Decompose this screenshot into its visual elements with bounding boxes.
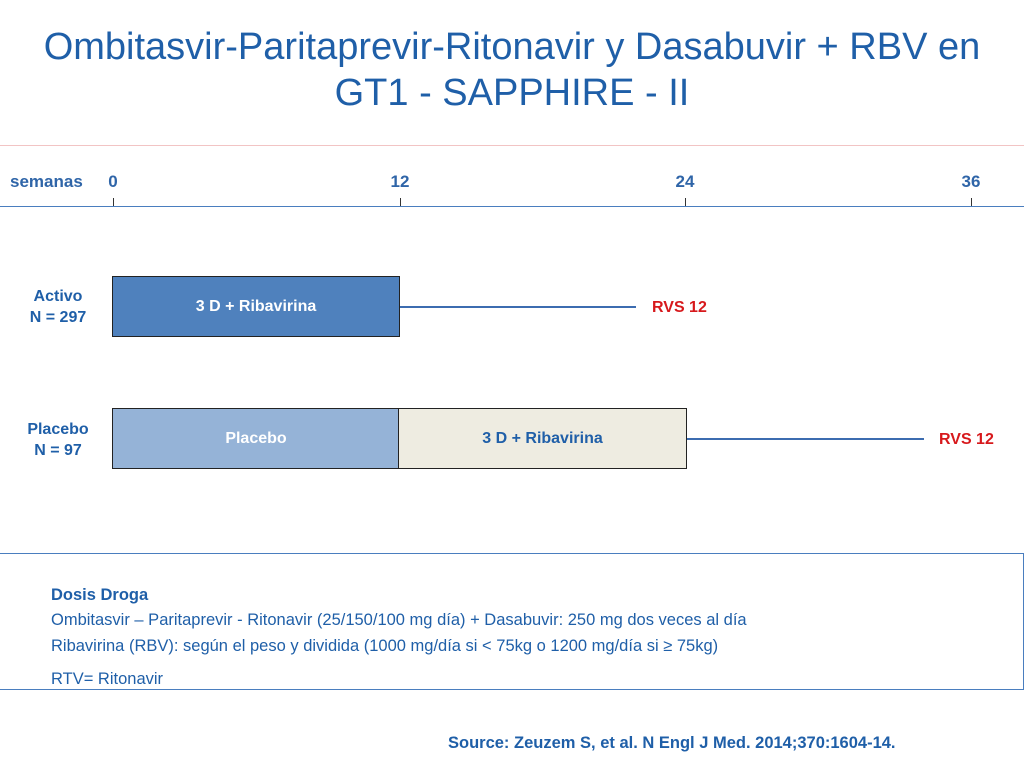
title-divider: [0, 145, 1024, 146]
timeline-axis: [0, 206, 1024, 207]
dosing-line-1: Ombitasvir – Paritaprevir - Ritonavir (2…: [51, 611, 747, 629]
arm-n-active: N = 297: [29, 309, 87, 326]
active-followup-line: [400, 306, 636, 308]
arm-name-active: Activo: [33, 288, 83, 305]
placebo-phase-box: Placebo: [112, 408, 400, 469]
source-citation: Source: Zeuzem S, et al. N Engl J Med. 2…: [448, 734, 896, 752]
tick-mark-0: [113, 198, 114, 207]
placebo-arm-treatment-box: 3 D + Ribavirina: [398, 408, 687, 469]
tick-label-24: 24: [675, 172, 695, 191]
tick-mark-12: [400, 198, 401, 207]
weeks-axis-label: semanas: [10, 172, 83, 191]
placebo-followup-line: [687, 438, 924, 440]
placebo-phase-label: Placebo: [225, 429, 287, 447]
active-outcome: RVS 12: [652, 299, 707, 316]
dosing-line-3: RTV= Ritonavir: [51, 670, 164, 688]
active-treatment-box: 3 D + Ribavirina: [112, 276, 400, 337]
slide-title-line-2: GT1 - SAPPHIRE - II: [334, 72, 690, 114]
placebo-arm-treatment-label: 3 D + Ribavirina: [482, 429, 603, 447]
arm-name-placebo: Placebo: [27, 421, 89, 438]
active-treatment-label: 3 D + Ribavirina: [195, 297, 317, 315]
slide-title: Ombitasvir-Paritaprevir-Ritonavir y Dasa…: [0, 24, 1024, 116]
dosing-line-2: Ribavirina (RBV): según el peso y dividi…: [51, 637, 719, 655]
arm-n-placebo: N = 97: [34, 442, 82, 459]
tick-label-36: 36: [961, 172, 981, 191]
arm-label-active: Activo N = 297: [3, 286, 113, 328]
tick-label-0: 0: [108, 172, 118, 191]
tick-mark-24: [685, 198, 686, 207]
slide-title-line-1: Ombitasvir-Paritaprevir-Ritonavir y Dasa…: [43, 26, 981, 68]
dosing-title: Dosis Droga: [51, 586, 149, 604]
placebo-outcome: RVS 12: [939, 431, 994, 448]
arm-label-placebo: Placebo N = 97: [3, 419, 113, 461]
tick-label-12: 12: [390, 172, 410, 191]
tick-mark-36: [971, 198, 972, 207]
